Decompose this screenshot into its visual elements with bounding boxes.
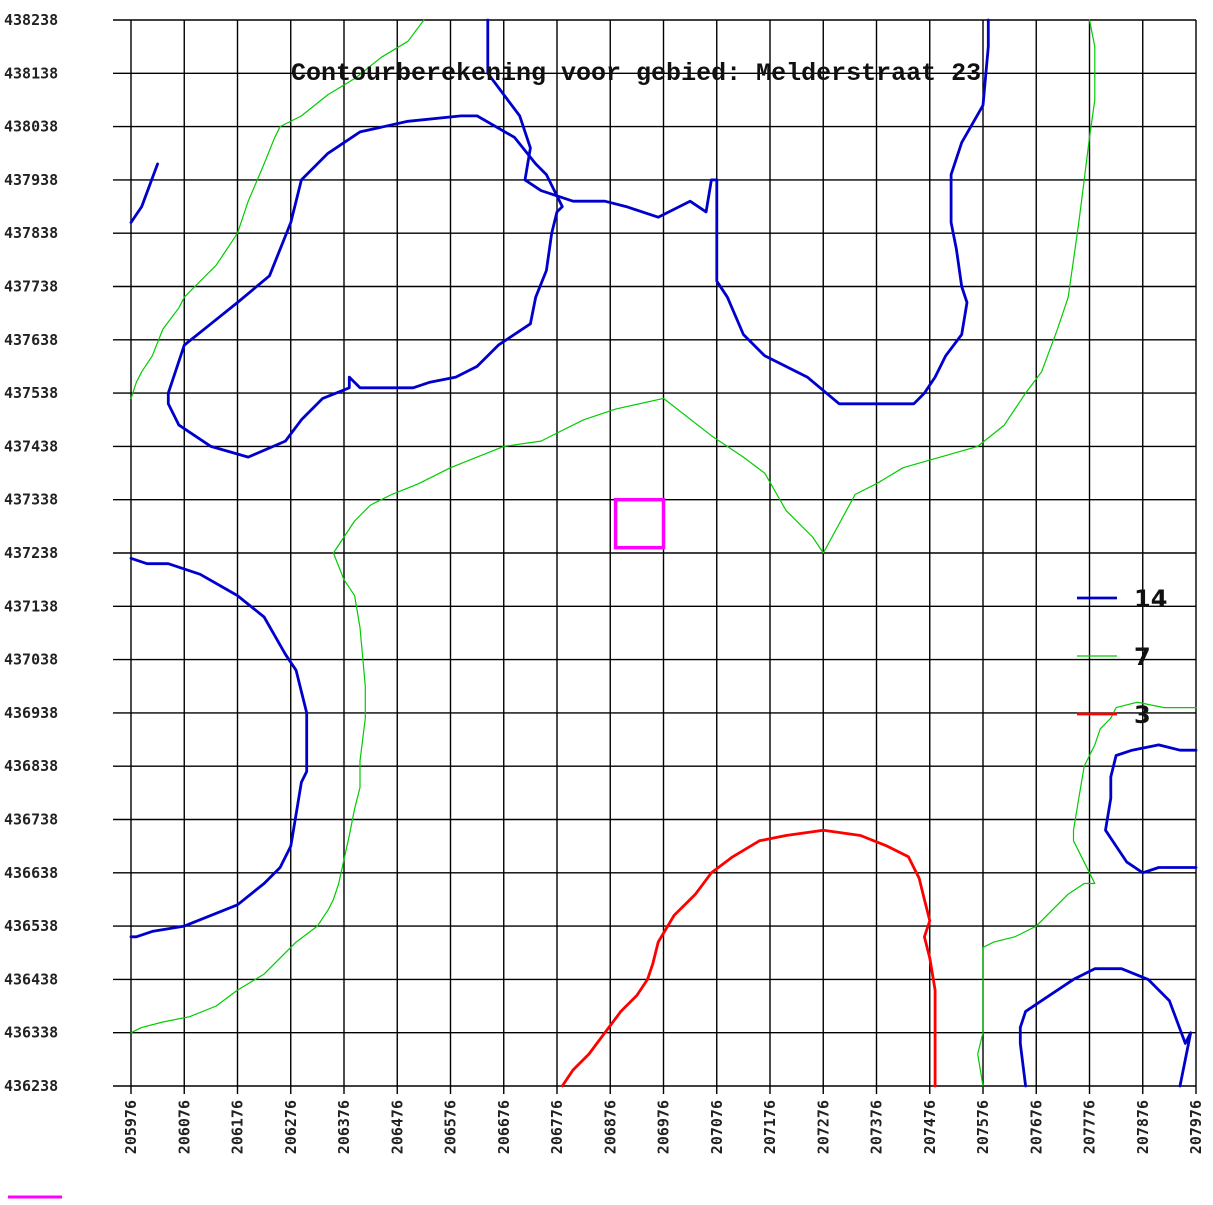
legend-label-7: 7 [1134,643,1151,671]
y-tick-label: 436838 [4,757,58,775]
y-tick-label: 436738 [4,811,58,829]
x-tick-label: 207076 [708,1100,726,1154]
x-tick-label: 207376 [868,1100,886,1154]
contour-line-14 [166,114,564,459]
y-tick-label: 437438 [4,437,58,455]
y-tick-label: 437038 [4,651,58,669]
grid [113,19,1197,1094]
x-tick-label: 206976 [655,1100,673,1154]
x-tick-label: 206376 [335,1100,353,1154]
contour-line-7 [977,701,1197,1087]
legend-label-3: 3 [1134,701,1151,729]
contour-line-14 [715,18,990,406]
contour-line-14 [1104,743,1198,875]
chart-title: Contourberekening voor gebied: Melderstr… [291,59,981,88]
x-tick-label: 207876 [1134,1100,1152,1154]
y-tick-label: 437238 [4,544,58,562]
x-tick-label: 207976 [1187,1100,1205,1154]
contour-line-14 [486,18,719,219]
y-tick-label: 438138 [4,64,58,82]
y-tick-label: 437538 [4,384,58,402]
x-tick-label: 207576 [974,1100,992,1154]
y-tick-label: 436338 [4,1024,58,1042]
target-area-layer [613,497,666,550]
x-tick-label: 206476 [388,1100,406,1154]
target-area-rect [613,497,666,550]
x-tick-label: 206076 [175,1100,193,1154]
x-tick-labels: 205976 206076 206176 206276 206376 206476 2065… [122,1100,1205,1154]
y-tick-label: 438038 [4,118,58,136]
x-tick-label: 206676 [495,1100,513,1154]
x-tick-label: 207476 [921,1100,939,1154]
x-tick-label: 207276 [814,1100,832,1154]
contour-line-7 [130,19,1096,1034]
x-tick-label: 206276 [282,1100,300,1154]
y-tick-label: 437838 [4,224,58,242]
contour-series-layer [129,18,1198,1088]
legend-label-14: 14 [1134,585,1167,613]
y-tick-label: 437738 [4,278,58,296]
contour-series-14 [129,18,1198,1088]
y-tick-label: 436238 [4,1077,58,1095]
y-tick-label: 437338 [4,491,58,509]
x-tick-label: 206876 [601,1100,619,1154]
x-tick-label: 207676 [1027,1100,1045,1154]
x-tick-label: 207176 [761,1100,779,1154]
x-tick-label: 207776 [1081,1100,1099,1154]
contour-line-14 [1018,967,1193,1088]
legend: 14 7 3 [1077,585,1167,729]
x-tick-label: 206776 [548,1100,566,1154]
y-tick-label: 437938 [4,171,58,189]
contour-series-3 [560,828,937,1088]
y-tick-label: 437138 [4,597,58,615]
y-tick-label: 438238 [4,11,58,29]
y-tick-labels: 438238 438138 438038 437938 437838 437738 4376… [4,11,58,1095]
y-tick-label: 436438 [4,970,58,988]
contour-line-14 [129,162,160,224]
y-tick-label: 436938 [4,704,58,722]
x-tick-label: 206576 [442,1100,460,1154]
contour-series-7 [130,19,1197,1087]
y-tick-label: 436638 [4,864,58,882]
y-tick-label: 437638 [4,331,58,349]
x-tick-label: 205976 [122,1100,140,1154]
contour-line-14 [129,556,309,939]
y-tick-label: 436538 [4,917,58,935]
x-tick-label: 206176 [229,1100,247,1154]
contour-line-3 [560,828,937,1088]
contour-line-7 [130,19,425,399]
